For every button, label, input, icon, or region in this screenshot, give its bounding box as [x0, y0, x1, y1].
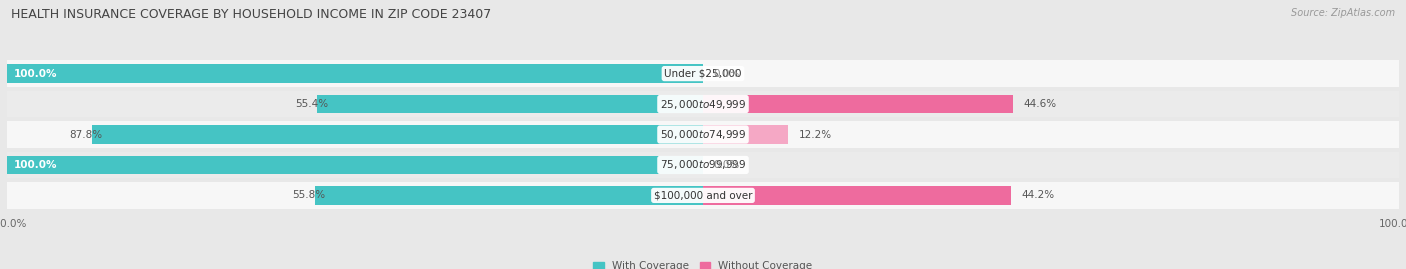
- Text: 12.2%: 12.2%: [799, 129, 831, 140]
- Text: $75,000 to $99,999: $75,000 to $99,999: [659, 158, 747, 171]
- Text: 0.0%: 0.0%: [713, 69, 740, 79]
- Bar: [7, 121, 1399, 148]
- Text: 55.4%: 55.4%: [295, 99, 328, 109]
- Legend: With Coverage, Without Coverage: With Coverage, Without Coverage: [593, 261, 813, 269]
- Text: 100.0%: 100.0%: [14, 160, 58, 170]
- Bar: [7, 60, 1399, 87]
- Text: Source: ZipAtlas.com: Source: ZipAtlas.com: [1291, 8, 1395, 18]
- Text: 44.2%: 44.2%: [1021, 190, 1054, 200]
- Text: 87.8%: 87.8%: [69, 129, 103, 140]
- Bar: [318, 95, 703, 114]
- Text: Under $25,000: Under $25,000: [664, 69, 742, 79]
- Bar: [7, 155, 703, 174]
- Bar: [7, 64, 703, 83]
- Text: $100,000 and over: $100,000 and over: [654, 190, 752, 200]
- Text: 100.0%: 100.0%: [14, 69, 58, 79]
- Bar: [703, 186, 1011, 205]
- Bar: [91, 125, 703, 144]
- Bar: [703, 125, 787, 144]
- Text: 55.8%: 55.8%: [292, 190, 325, 200]
- Bar: [7, 91, 1399, 118]
- Text: $50,000 to $74,999: $50,000 to $74,999: [659, 128, 747, 141]
- Bar: [7, 151, 1399, 178]
- Text: $25,000 to $49,999: $25,000 to $49,999: [659, 98, 747, 111]
- Bar: [315, 186, 703, 205]
- Text: 44.6%: 44.6%: [1024, 99, 1057, 109]
- Bar: [703, 95, 1014, 114]
- Bar: [7, 182, 1399, 209]
- Text: HEALTH INSURANCE COVERAGE BY HOUSEHOLD INCOME IN ZIP CODE 23407: HEALTH INSURANCE COVERAGE BY HOUSEHOLD I…: [11, 8, 492, 21]
- Text: 0.0%: 0.0%: [713, 160, 740, 170]
